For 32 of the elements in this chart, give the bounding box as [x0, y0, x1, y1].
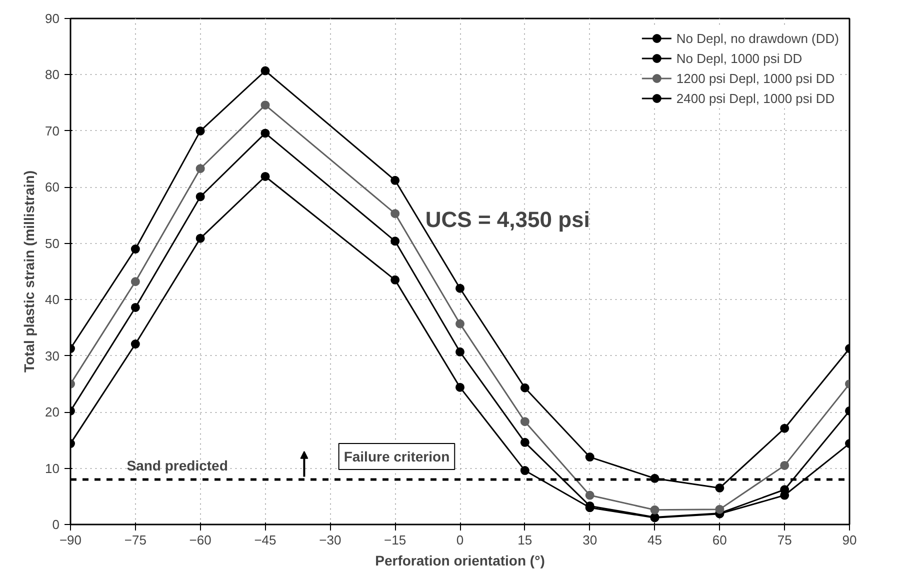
y-tick-label: 20 — [45, 404, 60, 420]
legend-label: No Depl, no drawdown (DD) — [676, 30, 839, 46]
x-tick-label: 30 — [582, 532, 598, 548]
legend-label: 2400 psi Depl, 1000 psi DD — [676, 90, 835, 106]
x-tick-label: −75 — [124, 532, 146, 548]
annotation: Sand predicted — [126, 458, 228, 474]
x-axis-title: Perforation orientation (°) — [375, 552, 545, 568]
x-tick-label: 45 — [648, 532, 662, 548]
x-tick-label: 15 — [518, 532, 532, 548]
x-tick-label: −45 — [254, 532, 276, 548]
x-tick-label: −60 — [189, 532, 212, 548]
x-tick-label: 90 — [842, 532, 857, 548]
y-tick-label: 70 — [45, 123, 60, 138]
x-tick-label: 0 — [456, 532, 464, 548]
y-tick-label: 90 — [45, 11, 60, 26]
y-axis-title: Total plastic strain (millistrain) — [21, 170, 38, 372]
y-tick-label: 40 — [45, 292, 60, 308]
y-tick-label: 60 — [45, 180, 60, 195]
y-tick-label: 10 — [45, 460, 60, 476]
y-tick-label: 0 — [52, 517, 60, 532]
legend-label: 1200 psi Depl, 1000 psi DD — [676, 70, 835, 86]
annotation: UCS = 4,350 psi — [425, 207, 590, 232]
x-tick-label: −90 — [59, 532, 82, 548]
x-tick-label: −15 — [384, 532, 406, 548]
x-tick-label: 75 — [777, 532, 792, 548]
y-tick-label: 50 — [45, 236, 60, 251]
x-tick-label: 60 — [712, 532, 727, 548]
ref-line-label: Failure criterion — [344, 448, 450, 465]
y-tick-label: 80 — [45, 67, 60, 82]
legend-label: No Depl, 1000 psi DD — [676, 50, 802, 66]
x-tick-label: −30 — [319, 532, 342, 548]
y-tick-label: 30 — [45, 348, 60, 364]
